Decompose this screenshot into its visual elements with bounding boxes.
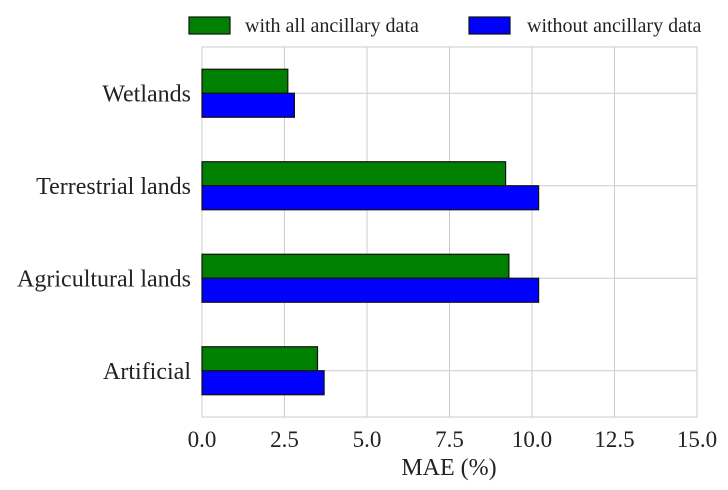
legend-swatch-without-ancillary [468, 16, 511, 35]
y-tick-label: Agricultural lands [17, 266, 191, 292]
x-tick-label: 2.5 [270, 427, 299, 452]
bar-with-ancillary-terrestrial-lands [201, 161, 507, 187]
x-tick-label: 7.5 [435, 427, 464, 452]
bar-with-ancillary-agricultural-lands [201, 253, 510, 279]
bar-without-ancillary-terrestrial-lands [201, 185, 540, 211]
bar-without-ancillary-wetlands [201, 92, 296, 118]
y-axis-tick-labels: Wetlands Terrestrial lands Agricultural la… [17, 81, 191, 385]
x-axis-title: MAE (%) [401, 455, 496, 481]
x-tick-label: 10.0 [512, 427, 552, 452]
bar-without-ancillary-artificial [201, 370, 325, 396]
y-tick-label: Terrestrial lands [36, 174, 191, 200]
legend-swatch-with-ancillary [188, 16, 231, 35]
legend-label-without-ancillary: without ancillary data [527, 15, 702, 37]
x-tick-label: 0.0 [188, 427, 217, 452]
bar-with-ancillary-wetlands [201, 68, 289, 94]
x-axis-tick-labels: 0.0 2.5 5.0 7.5 10.0 12.5 15.0 [188, 427, 718, 452]
bars [201, 68, 540, 396]
x-tick-label: 5.0 [353, 427, 382, 452]
bar-without-ancillary-agricultural-lands [201, 277, 540, 303]
y-tick-label: Artificial [103, 359, 191, 385]
y-tick-label: Wetlands [102, 81, 191, 107]
bar-with-ancillary-artificial [201, 346, 319, 372]
legend-label-with-ancillary: with all ancillary data [245, 15, 419, 37]
legend: with all ancillary data without ancillary… [188, 15, 702, 37]
x-tick-label: 12.5 [594, 427, 634, 452]
x-tick-label: 15.0 [677, 427, 717, 452]
